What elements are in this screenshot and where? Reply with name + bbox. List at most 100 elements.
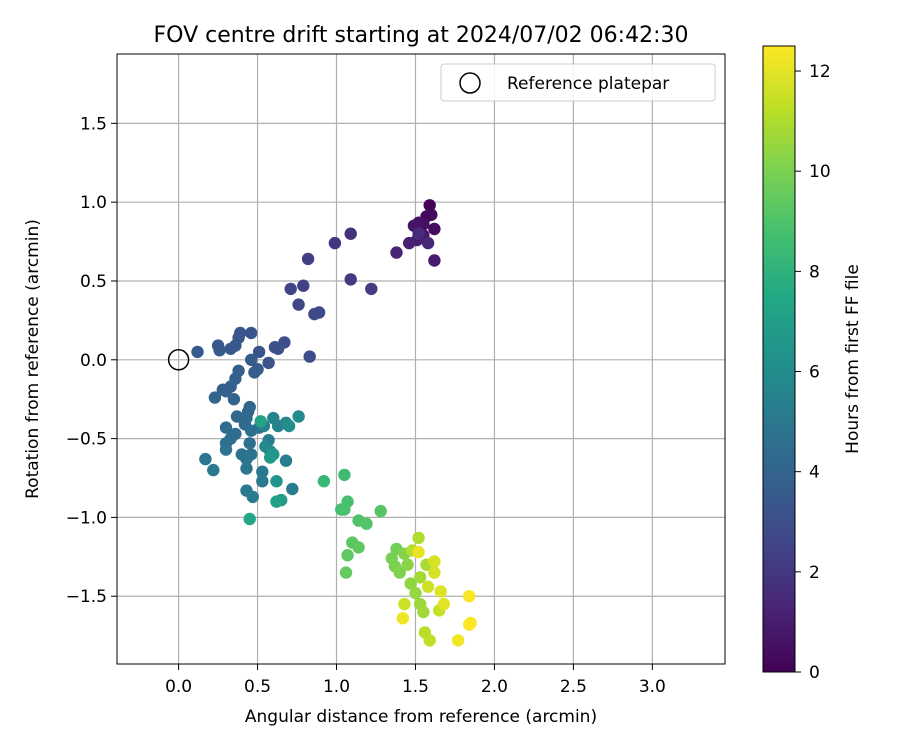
y-axis-label: Rotation from reference (arcmin) bbox=[23, 219, 43, 499]
x-tick-label: 2.0 bbox=[481, 677, 508, 697]
reference-platepar-marker bbox=[167, 349, 190, 371]
legend-box bbox=[440, 63, 716, 102]
x-tick-label: 1.5 bbox=[402, 677, 429, 697]
scatter-point bbox=[428, 254, 441, 267]
y-tick-label: −1.0 bbox=[66, 508, 107, 528]
scatter-point bbox=[219, 385, 233, 398]
scatter-point bbox=[417, 605, 430, 619]
scatter-point bbox=[240, 462, 253, 475]
scatter-point bbox=[393, 566, 406, 579]
colorbar-tick-label: 12 bbox=[809, 62, 831, 82]
x-tick-label: 0.5 bbox=[244, 677, 271, 697]
x-tick-label: 3.0 bbox=[639, 677, 666, 697]
colorbar-tick-label: 10 bbox=[809, 162, 831, 182]
scatter-point bbox=[256, 475, 269, 488]
scatter-point bbox=[344, 273, 357, 286]
scatter-point bbox=[219, 421, 233, 434]
scatter-point bbox=[270, 495, 283, 508]
scatter-point bbox=[360, 517, 373, 530]
colorbar-tick-label: 8 bbox=[809, 262, 820, 282]
scatter-point bbox=[252, 345, 266, 359]
y-tick-label: 1.0 bbox=[80, 193, 107, 213]
y-axis-ticks: −1.5 −1.0 −0.5 0.0 0.5 1.0 1.5 bbox=[66, 114, 117, 607]
scatter-point bbox=[412, 531, 425, 545]
scatter-point bbox=[428, 222, 441, 236]
scatter-point bbox=[254, 415, 267, 428]
scatter-point bbox=[243, 400, 256, 414]
scatter-point bbox=[248, 366, 261, 379]
scatter-point bbox=[328, 236, 342, 250]
scatter-point bbox=[414, 571, 427, 584]
colorbar-ticks: 0 2 4 6 8 10 12 bbox=[795, 62, 831, 683]
colorbar bbox=[762, 45, 796, 673]
data-points bbox=[167, 199, 477, 647]
colorbar-label: Hours from first FF file bbox=[843, 264, 863, 454]
scatter-point bbox=[352, 541, 365, 554]
scatter-point bbox=[425, 208, 438, 221]
scatter-point bbox=[264, 451, 277, 464]
y-tick-label: 0.0 bbox=[80, 351, 107, 371]
grid-lines bbox=[117, 54, 725, 664]
scatter-point bbox=[246, 490, 259, 504]
x-axis-label: Angular distance from reference (arcmin) bbox=[245, 707, 597, 727]
scatter-point bbox=[365, 282, 378, 296]
scatter-point bbox=[401, 558, 414, 571]
scatter-point bbox=[463, 618, 476, 631]
chart-title: FOV centre drift starting at 2024/07/02 … bbox=[154, 23, 689, 48]
scatter-point bbox=[409, 586, 422, 600]
scatter-point bbox=[403, 236, 416, 250]
scatter-point bbox=[230, 410, 244, 423]
colorbar-tick-label: 4 bbox=[809, 463, 820, 483]
scatter-point bbox=[267, 411, 280, 425]
scatter-point bbox=[282, 419, 296, 433]
colorbar-tick-label: 2 bbox=[809, 563, 820, 583]
scatter-point bbox=[463, 590, 476, 603]
scatter-point bbox=[301, 252, 315, 266]
scatter-point bbox=[243, 512, 256, 526]
scatter-point bbox=[213, 344, 226, 357]
scatter-point bbox=[207, 463, 220, 477]
scatter-point bbox=[341, 549, 354, 562]
scatter-point bbox=[374, 504, 387, 518]
scatter-point bbox=[338, 468, 351, 482]
scatter-point bbox=[423, 634, 436, 647]
scatter-point bbox=[243, 437, 256, 450]
x-tick-label: 2.5 bbox=[560, 677, 587, 697]
scatter-point bbox=[428, 566, 441, 579]
scatter-point bbox=[271, 342, 285, 355]
scatter-point bbox=[404, 577, 417, 590]
scatter-point bbox=[421, 236, 435, 250]
scatter-point bbox=[224, 342, 237, 355]
scatter-point bbox=[279, 454, 293, 467]
colorbar-tick-label: 6 bbox=[809, 363, 820, 383]
scatter-point bbox=[317, 475, 331, 488]
scatter-point bbox=[412, 545, 425, 559]
scatter-point bbox=[191, 345, 204, 359]
y-tick-label: 1.5 bbox=[80, 114, 107, 134]
scatter-point bbox=[308, 307, 321, 321]
legend-marker-icon bbox=[459, 72, 481, 94]
scatter-point bbox=[434, 585, 447, 598]
scatter-point bbox=[259, 440, 272, 453]
scatter-point bbox=[286, 482, 299, 496]
scatter-point bbox=[303, 350, 316, 363]
scatter-point bbox=[245, 448, 258, 461]
scatter-point bbox=[339, 566, 353, 579]
scatter-point bbox=[262, 356, 275, 370]
x-tick-label: 0.0 bbox=[165, 677, 192, 697]
scatter-point bbox=[390, 246, 403, 259]
scatter-point bbox=[338, 503, 351, 516]
scatter-point bbox=[270, 475, 283, 488]
scatter-point bbox=[398, 597, 411, 611]
scatter-point bbox=[421, 580, 435, 593]
scatter-point bbox=[245, 326, 258, 340]
y-tick-label: −0.5 bbox=[66, 430, 107, 450]
scatter-point bbox=[451, 634, 465, 647]
y-tick-label: 0.5 bbox=[80, 272, 107, 292]
legend-entry: Reference platepar bbox=[507, 74, 669, 94]
scatter-point bbox=[423, 199, 436, 212]
scatter-point bbox=[428, 555, 441, 568]
scatter-point bbox=[437, 597, 451, 611]
scatter-point bbox=[292, 410, 305, 423]
scatter-point bbox=[219, 443, 233, 456]
